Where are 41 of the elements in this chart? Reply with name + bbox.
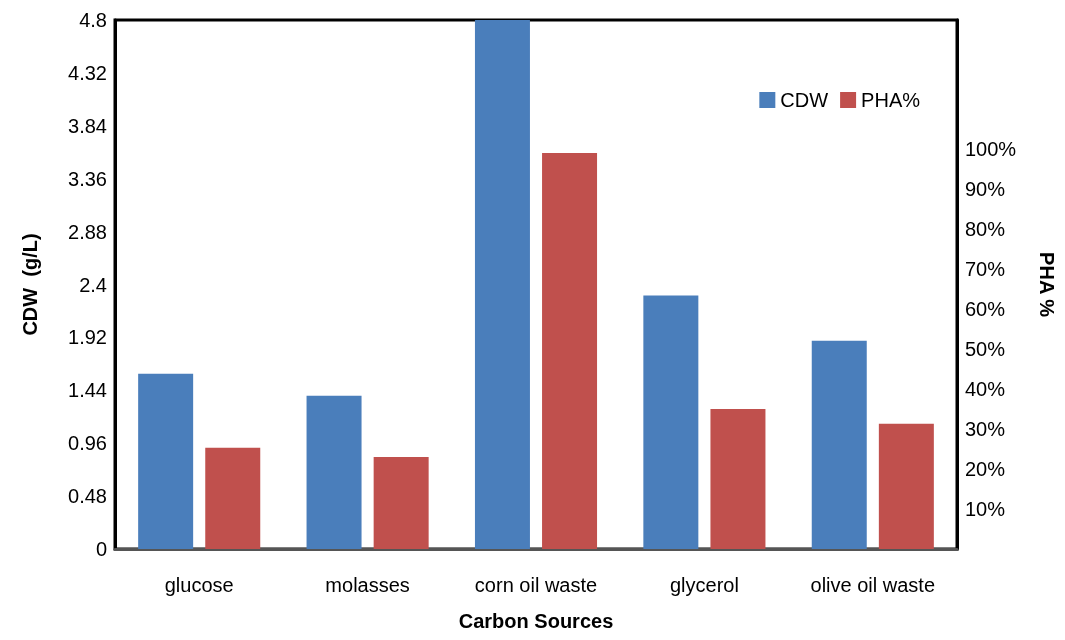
y2-tick-label: 20% (965, 458, 1006, 480)
y-tick-label: 0 (95, 538, 107, 560)
x-tick-label: glucose (164, 574, 234, 596)
y2-axis-title: PHA % (1036, 252, 1058, 318)
legend-label: PHA% (861, 89, 921, 111)
x-tick-label: glycerol (669, 574, 739, 596)
bar (878, 423, 934, 549)
bar (138, 373, 194, 549)
y2-tick-label: 80% (965, 218, 1006, 240)
y-tick-label: 4.32 (68, 61, 107, 84)
y-axis-title: CDW (g/L) (19, 233, 41, 336)
y-tick-label: 3.36 (68, 167, 107, 190)
x-tick-label: olive oil waste (810, 574, 936, 596)
y-tick-label: 2.88 (68, 220, 107, 243)
x-tick-label: corn oil waste (474, 574, 598, 596)
y2-tick-label: 60% (965, 298, 1006, 320)
y2-tick-label: 70% (965, 258, 1006, 280)
y2-tick-label: 10% (965, 498, 1006, 520)
x-axis-title: Carbon Sources (458, 610, 614, 632)
y2-tick-label: 100% (965, 138, 1017, 160)
bar (710, 409, 766, 549)
legend-label: CDW (780, 89, 829, 111)
y-tick-label: 2.4 (79, 273, 107, 296)
bar (306, 395, 362, 549)
y-tick-label: 0.96 (68, 432, 107, 455)
y2-tick-label: 30% (965, 418, 1006, 440)
bar (205, 447, 261, 549)
y2-tick-label: 90% (965, 178, 1006, 200)
y2-tick-label: 50% (965, 338, 1006, 360)
bar (643, 295, 699, 549)
y-tick-label: 0.48 (68, 485, 107, 508)
y-tick-label: 1.44 (68, 379, 107, 402)
bar (811, 340, 867, 549)
y-tick-label: 1.92 (68, 326, 107, 349)
y-tick-label: 4.8 (79, 9, 107, 31)
bar (474, 20, 530, 549)
y2-tick-label: 40% (965, 378, 1006, 400)
x-tick-label: molasses (325, 574, 410, 596)
bar (373, 457, 429, 549)
bar (542, 153, 598, 549)
y-tick-label: 3.84 (68, 114, 107, 137)
